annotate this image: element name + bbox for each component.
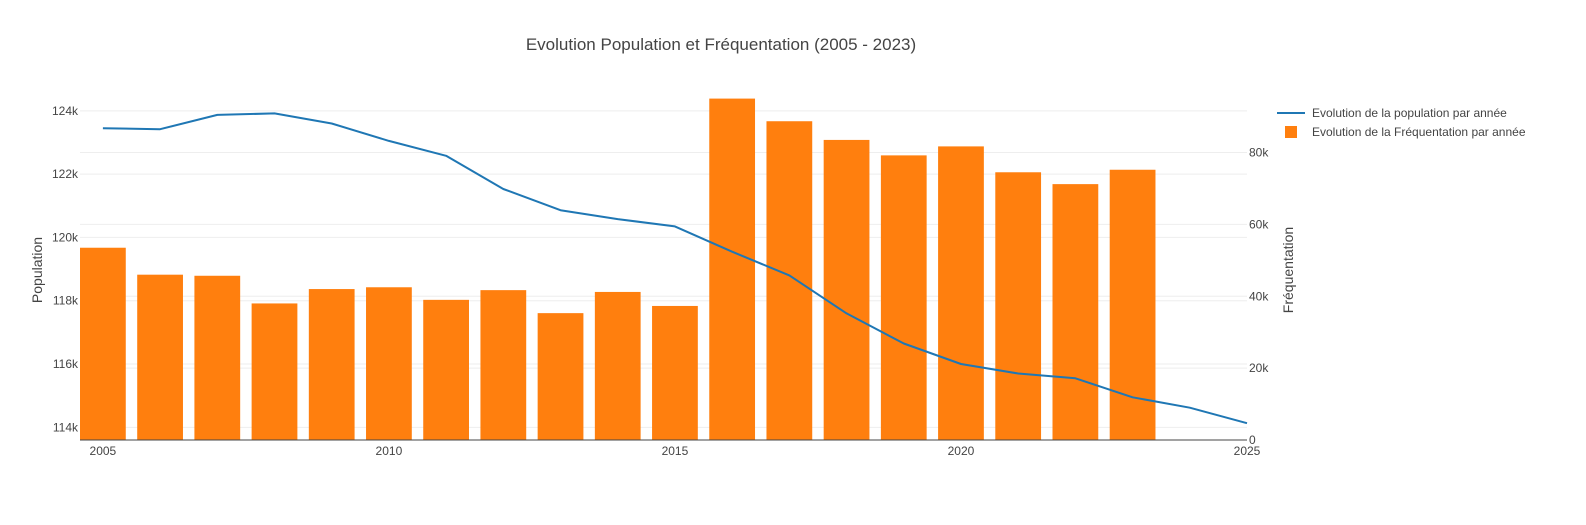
bar: [709, 98, 756, 440]
y-left-tick-label: 122k: [52, 167, 79, 181]
x-tick-label: 2015: [662, 444, 689, 458]
y-right-tick-label: 80k: [1249, 146, 1269, 160]
bar: [537, 313, 584, 440]
bar: [823, 139, 870, 440]
bar: [480, 290, 527, 440]
y-right-tick-label: 60k: [1249, 217, 1269, 231]
x-tick-label: 2010: [376, 444, 403, 458]
legend-label-population: Evolution de la population par année: [1312, 106, 1507, 120]
bar: [137, 274, 183, 440]
y-left-tick-label: 124k: [52, 104, 79, 118]
y-left-tick-label: 118k: [53, 294, 79, 308]
x-tick-label: 2025: [1234, 444, 1261, 458]
y-left-axis-title: Population: [29, 237, 45, 303]
y-right-tick-label: 40k: [1249, 289, 1269, 303]
bar: [652, 305, 698, 440]
bar: [995, 172, 1042, 440]
bar: [308, 289, 355, 440]
bar: [594, 291, 641, 440]
legend-label-frequentation: Evolution de la Fréquentation par année: [1312, 125, 1526, 139]
bar: [1109, 169, 1156, 440]
legend-item-frequentation[interactable]: Evolution de la Fréquentation par année: [1285, 125, 1526, 139]
bar: [1052, 184, 1099, 440]
bar: [766, 121, 813, 440]
x-tick-label: 2005: [90, 444, 117, 458]
frequentation-bars: [80, 98, 1156, 440]
bar: [880, 155, 927, 440]
x-tick-label: 2020: [948, 444, 975, 458]
bar: [366, 287, 412, 440]
bar: [194, 275, 241, 440]
y-left-tick-label: 114k: [53, 420, 79, 434]
legend: Evolution de la population par année Evo…: [1277, 106, 1526, 139]
axes: 114k 116k 118k 120k 122k 124k 0 20k 40k 60k 80k 200…: [52, 104, 1269, 458]
y-right-tick-label: 20k: [1249, 361, 1269, 375]
legend-item-population[interactable]: Evolution de la population par année: [1277, 106, 1507, 120]
chart-title: Evolution Population et Fréquentation (2…: [526, 35, 916, 54]
y-left-tick-label: 116k: [53, 357, 79, 371]
bar: [423, 299, 469, 440]
bar: [938, 146, 984, 440]
y-left-tick-label: 120k: [52, 230, 79, 244]
bar: [251, 303, 298, 440]
bar: [80, 247, 126, 440]
population-line: [102, 112, 1248, 425]
y-right-axis-title: Fréquentation: [1280, 227, 1296, 313]
population-series-line: [102, 112, 1248, 425]
legend-bar-swatch: [1285, 126, 1297, 138]
y-right-tick-label: 0: [1249, 433, 1256, 447]
